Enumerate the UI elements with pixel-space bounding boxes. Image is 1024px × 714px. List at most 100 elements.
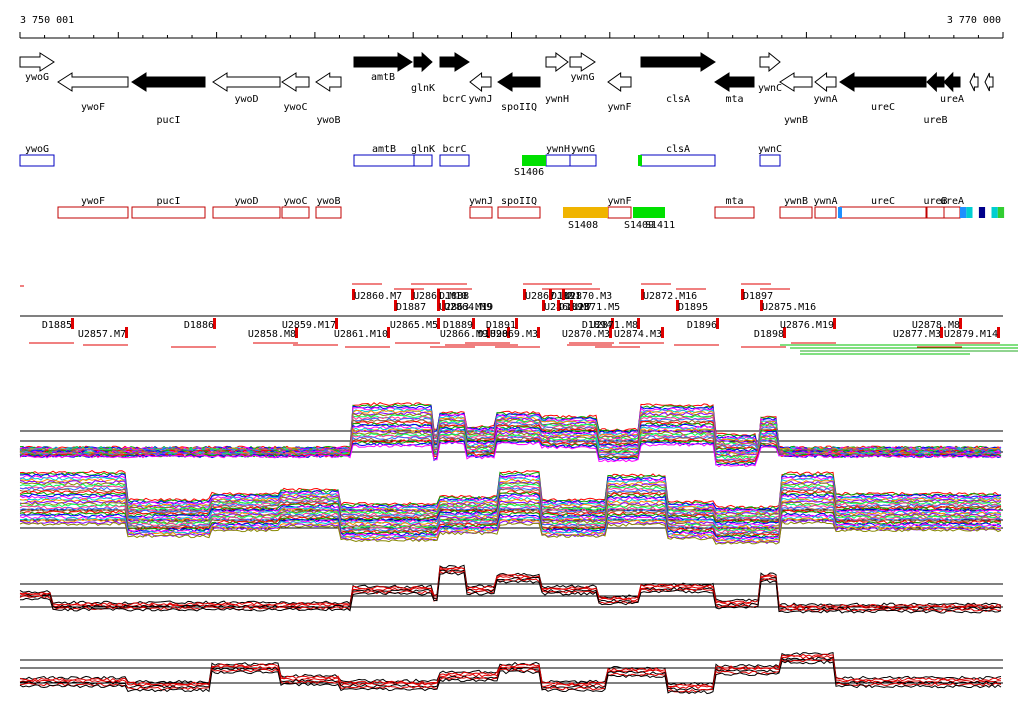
plus-feature-label: glnK	[411, 144, 435, 155]
minus-segment	[838, 207, 842, 218]
gene-label: ureC	[871, 102, 895, 113]
tss-plus-label: D1887	[396, 302, 426, 313]
tss-minus-label: U2866.M9	[440, 329, 488, 340]
expression-panel-2-profile	[19, 504, 1002, 534]
gene-label: ureB	[923, 115, 947, 126]
tss-minus-label: U2869.M3	[490, 329, 538, 340]
tss-plus-marker	[442, 300, 445, 311]
minus-segment-cell	[978, 207, 986, 218]
gene-arrow	[984, 72, 994, 92]
tss-plus-label: U2871.M5	[572, 302, 620, 313]
gene-label: glnK	[411, 83, 435, 94]
minus-segment-label: S1411	[645, 220, 675, 231]
gene-arrow	[131, 72, 206, 92]
gene-label: ywnA	[813, 94, 837, 105]
tss-minus-marker	[833, 318, 836, 329]
tss-minus-label: U2858.M8	[248, 329, 296, 340]
expression-panel-2-profile	[19, 475, 1002, 513]
minus-feature-box	[779, 206, 813, 219]
tss-plus-marker	[394, 300, 397, 311]
plus-feature-label: ywnG	[571, 144, 595, 155]
expression-profile-tracks	[19, 402, 1003, 695]
expression-panel-2-profile	[19, 493, 1002, 526]
tss-minus-label: U2879.M14	[944, 329, 998, 340]
gene-arrow	[545, 52, 569, 72]
plus-feature-box	[439, 154, 470, 167]
expression-panel-4-profile	[19, 655, 1001, 690]
expression-panel-2-profile	[19, 512, 1002, 540]
expression-panel-2-profile	[19, 515, 1001, 542]
gene-arrow	[413, 51, 433, 73]
tss-minus-label: D1885	[42, 320, 72, 331]
tss-minus-marker	[959, 318, 962, 329]
plus-feature-box	[353, 154, 415, 167]
minus-feature-label: ureA	[940, 196, 964, 207]
minus-feature-label: spoIIQ	[501, 196, 537, 207]
tss-plus-marker	[570, 300, 573, 311]
minus-feature-label: ywoB	[316, 196, 340, 207]
gene-arrow	[439, 52, 470, 72]
tss-plus-label: U2870.M3	[564, 291, 612, 302]
plus-strand-feature-track: ywoG amtB glnK bcrC ywnH ywnG clsA ywnC S1406	[19, 144, 782, 178]
gene-label: ywoG	[25, 72, 49, 83]
minus-feature-box	[943, 206, 961, 219]
tss-minus-label: U2861.M10	[334, 329, 388, 340]
tss-plus-label: U2872.M16	[643, 291, 697, 302]
plus-feature-label: clsA	[666, 144, 690, 155]
tss-minus-label: U2859.M17	[282, 320, 336, 331]
expression-panel-2-profile	[19, 511, 1002, 539]
minus-segment-cell	[960, 207, 967, 218]
expression-panel-3-profile	[19, 569, 1002, 611]
gene-arrow	[497, 72, 541, 92]
expression-panel-2-profile	[19, 480, 1002, 516]
expression-panel-2-profile	[20, 471, 1002, 510]
gene-arrow	[281, 72, 310, 92]
minus-strand-feature-track: ywoF pucI ywoD ywoC ywoB ywnJ spoIIQ ywnF mta ywn…	[57, 196, 1005, 231]
expression-panel-2-profile	[19, 478, 1002, 515]
tss-minus-marker	[609, 327, 612, 338]
tss-plus-label: U2875.M16	[762, 302, 816, 313]
tss-plus-marker	[562, 289, 565, 300]
gene-arrow	[839, 72, 927, 92]
tss-minus-marker	[335, 318, 338, 329]
minus-feature-label: ywnF	[607, 196, 631, 207]
expression-panel-4-profile	[19, 660, 1002, 695]
tss-minus-label: D1891	[486, 320, 516, 331]
tss-minus-label: D1889	[443, 320, 473, 331]
gene-label: ywnJ	[468, 94, 492, 105]
gene-arrow	[640, 52, 716, 72]
minus-feature-label: ureB	[923, 196, 947, 207]
tss-minus-marker	[637, 318, 640, 329]
plus-feature-box	[413, 154, 433, 167]
minus-feature-label: ureC	[871, 196, 895, 207]
tss-minus-label: D1886	[184, 320, 214, 331]
expression-panel-4-profile	[19, 656, 1002, 691]
gene-arrow	[943, 71, 961, 93]
tss-minus-marker	[437, 318, 440, 329]
expression-panel-2-profile	[19, 486, 1002, 521]
tss-minus-marker	[387, 327, 390, 338]
minus-segment	[563, 207, 608, 218]
gene-label: ywnF	[607, 102, 631, 113]
minus-feature-box	[926, 206, 945, 219]
gene-label: ywnH	[545, 94, 569, 105]
ruler-start-label: 3 750 001	[20, 15, 74, 26]
minus-feature-box	[281, 206, 310, 219]
plus-feature-box	[19, 154, 55, 167]
tss-minus-label: D1898	[754, 329, 784, 340]
gene-label: spoIIQ	[501, 102, 537, 113]
tss-minus-label: U2874.M3	[614, 329, 662, 340]
minus-feature-box	[839, 206, 927, 219]
tss-minus-label: U2857.M7	[78, 329, 126, 340]
tss-plus-label: U2868.M7	[544, 302, 592, 313]
tss-plus-label: U2860.M7	[354, 291, 402, 302]
tss-plus-marker	[741, 289, 744, 300]
gene-label: ureA	[940, 94, 964, 105]
minus-feature-label: ywnJ	[469, 196, 493, 207]
gene-arrow	[315, 72, 342, 92]
tss-minus-label: U2877.M3	[893, 329, 941, 340]
tss-plus-marker	[411, 289, 414, 300]
minus-feature-box	[714, 206, 755, 219]
